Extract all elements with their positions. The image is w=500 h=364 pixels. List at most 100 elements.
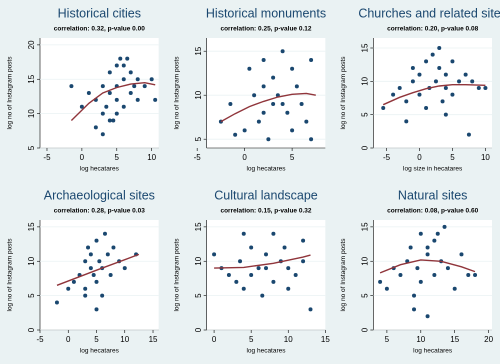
point [286,266,291,271]
point [415,266,420,271]
point [260,293,265,298]
y-tick-label: 5 [194,293,203,298]
point [249,245,254,250]
point [256,266,261,271]
x-tick-label: 15 [149,335,158,344]
point [459,252,464,257]
point [443,112,448,117]
point [256,119,261,124]
point [457,79,462,84]
x-tick-label: 0 [212,335,217,344]
point [83,293,88,298]
y-axis-label: log no of Instagram posts [340,56,347,130]
point [121,104,126,109]
fit-line [214,254,311,269]
point [69,84,74,89]
x-tick-label: 10 [120,335,129,344]
point [404,99,409,104]
point [132,84,137,89]
y-tick-label: 0 [194,327,203,332]
point [104,104,109,109]
point [121,63,126,68]
x-tick-label: -5 [43,153,51,162]
x-tick-label: -5 [36,335,44,344]
x-axis-label: log hecatares [80,166,120,173]
point [79,104,84,109]
plot-area [40,38,159,148]
y-tick-label: 15 [27,222,36,231]
x-tick-label: -5 [383,153,391,162]
point [391,92,396,97]
x-tick-label: 15 [450,335,459,344]
point [128,70,133,75]
point [435,231,440,236]
point [86,91,91,95]
point [466,132,471,137]
y-tick-label: 0 [27,327,36,332]
point [432,238,437,243]
point [483,86,488,90]
x-tick-label: 5 [249,335,254,344]
point [88,266,93,271]
panel-subtitle: correlation: 0.25, p-value 0.12 [220,26,311,33]
point [107,70,112,75]
point [290,66,295,71]
y-tick-label: 20 [27,40,36,49]
point [425,245,430,250]
fit-line [56,253,140,286]
panel-title: Cultural landscape [214,188,318,202]
point [102,231,107,236]
point [83,259,88,264]
fit-line [220,92,316,123]
point [252,93,257,98]
point [249,273,254,277]
point [433,79,438,84]
x-tick-label: 5 [290,153,295,162]
point [271,279,276,284]
point [445,266,450,271]
point [108,273,113,277]
y-tick-label: 10 [194,90,203,99]
point [381,106,386,110]
point [66,286,71,291]
point [242,128,247,133]
point [378,279,383,284]
point [86,245,91,250]
point [233,132,238,137]
point [107,91,112,95]
point [264,266,268,271]
point [97,259,102,264]
plot-area [40,220,159,330]
x-tick-label: -5 [194,153,202,162]
panel-subtitle: correlation: 0.32, p-value 0.00 [54,26,145,33]
point [94,307,99,312]
y-tick-label: 5 [194,136,203,141]
y-tick-label: 5 [360,112,369,117]
point [286,286,291,291]
point [410,66,415,70]
point [437,46,442,50]
y-tick-label: 10 [360,76,369,85]
point [107,118,112,123]
point [264,252,268,257]
point [241,286,246,291]
point [271,231,276,236]
point [430,52,435,57]
panel-title: Archaeological sites [44,188,155,202]
point [100,132,105,137]
point [118,56,123,61]
x-tick-label: 10 [147,153,156,162]
point [450,92,455,97]
x-tick-label: 0 [417,153,422,162]
point [212,252,217,257]
panel-subtitle: correlation: 0.08, p-value 0.60 [387,208,478,215]
point [238,259,243,264]
fit-line [382,84,486,106]
panel-subtitle: correlation: 0.20, p-value 0.08 [387,26,478,33]
x-tick-label: 5 [94,335,99,344]
point [94,279,99,284]
point [450,59,455,64]
point [234,279,239,284]
x-tick-label: 10 [416,335,425,344]
point [473,273,478,277]
